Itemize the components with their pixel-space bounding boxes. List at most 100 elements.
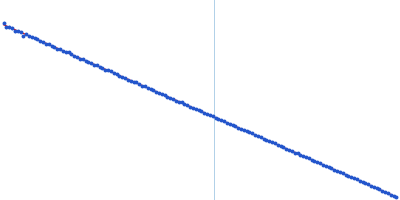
Point xyxy=(110,72,117,75)
Point xyxy=(246,131,253,134)
Point xyxy=(102,68,108,71)
Point xyxy=(351,177,357,180)
Point xyxy=(382,191,388,194)
Point xyxy=(359,180,366,184)
Point xyxy=(136,83,142,86)
Point xyxy=(345,174,352,177)
Point xyxy=(235,126,241,129)
Point xyxy=(334,169,340,173)
Point xyxy=(108,70,114,73)
Point xyxy=(80,58,86,61)
Point xyxy=(40,41,46,44)
Point xyxy=(17,31,24,34)
Point xyxy=(356,179,363,182)
Point xyxy=(201,111,208,114)
Point xyxy=(224,121,230,125)
Point xyxy=(187,105,193,108)
Point xyxy=(340,172,346,175)
Point xyxy=(342,173,349,176)
Point xyxy=(232,125,238,128)
Point xyxy=(348,175,354,179)
Point xyxy=(130,80,137,83)
Point xyxy=(167,96,174,99)
Point xyxy=(12,29,18,32)
Point xyxy=(65,51,72,54)
Point xyxy=(62,51,69,54)
Point xyxy=(320,163,326,166)
Point xyxy=(241,129,247,132)
Point xyxy=(37,39,44,43)
Point xyxy=(289,149,295,153)
Point xyxy=(207,113,213,116)
Point xyxy=(226,122,233,125)
Point xyxy=(71,55,78,58)
Point xyxy=(376,188,383,191)
Point xyxy=(144,86,151,89)
Point xyxy=(331,168,338,171)
Point xyxy=(308,158,315,161)
Point xyxy=(306,156,312,160)
Point xyxy=(212,116,219,119)
Point xyxy=(114,72,120,76)
Point xyxy=(20,34,26,37)
Point xyxy=(354,178,360,181)
Point xyxy=(162,94,168,97)
Point xyxy=(159,93,165,96)
Point xyxy=(244,130,250,133)
Point xyxy=(283,147,290,150)
Point xyxy=(147,88,154,91)
Point xyxy=(314,161,320,164)
Point xyxy=(96,66,103,69)
Point xyxy=(328,167,335,170)
Point xyxy=(368,184,374,188)
Point xyxy=(14,29,21,33)
Point xyxy=(272,141,278,145)
Point xyxy=(181,102,188,106)
Point xyxy=(91,63,97,66)
Point xyxy=(125,78,131,81)
Point xyxy=(51,45,58,48)
Point xyxy=(297,153,304,157)
Point xyxy=(195,109,202,112)
Point xyxy=(337,170,343,173)
Point xyxy=(286,148,292,151)
Point xyxy=(105,69,111,72)
Point xyxy=(139,84,145,87)
Point xyxy=(74,56,80,59)
Point xyxy=(322,165,329,168)
Point xyxy=(210,114,216,118)
Point xyxy=(68,53,75,56)
Point xyxy=(390,195,397,198)
Point xyxy=(164,95,171,98)
Point xyxy=(379,189,386,193)
Point xyxy=(29,36,35,39)
Point xyxy=(88,61,94,64)
Point xyxy=(6,26,12,29)
Point xyxy=(258,136,264,139)
Point xyxy=(26,34,32,37)
Point xyxy=(176,100,182,103)
Point xyxy=(3,25,10,28)
Point xyxy=(153,90,159,93)
Point xyxy=(99,67,106,70)
Point xyxy=(156,91,162,95)
Point xyxy=(116,74,123,77)
Point xyxy=(170,98,176,101)
Point xyxy=(43,42,49,46)
Point xyxy=(362,181,368,185)
Point xyxy=(173,99,179,102)
Point xyxy=(263,138,270,142)
Point xyxy=(57,47,63,50)
Point xyxy=(269,141,275,144)
Point xyxy=(32,37,38,40)
Point xyxy=(119,75,126,78)
Point xyxy=(274,143,281,146)
Point xyxy=(280,146,286,149)
Point xyxy=(260,137,267,140)
Point xyxy=(34,38,41,41)
Point xyxy=(294,152,301,155)
Point xyxy=(204,112,210,115)
Point xyxy=(303,156,309,159)
Point xyxy=(82,59,89,62)
Point xyxy=(128,79,134,83)
